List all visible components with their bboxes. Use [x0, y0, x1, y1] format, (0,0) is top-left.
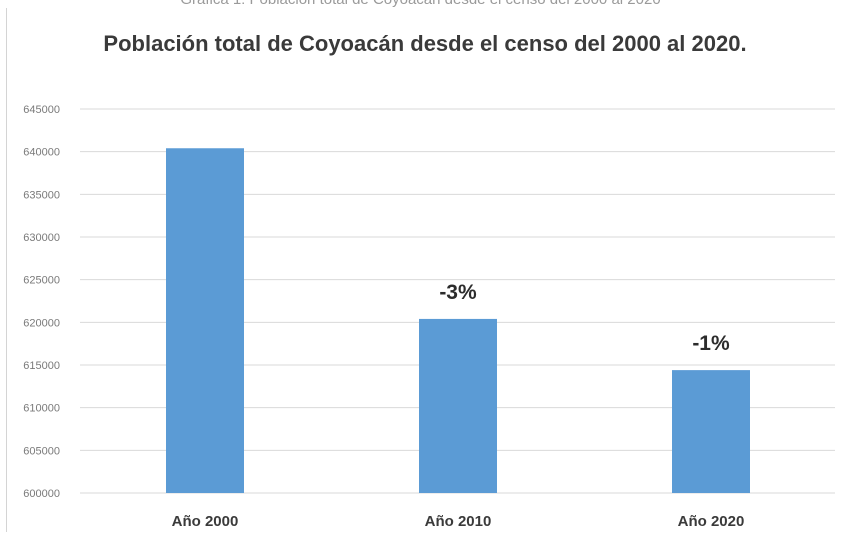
x-axis-category-labels: Año 2000 Año 2010 Año 2020 [172, 513, 745, 530]
bar [166, 148, 244, 493]
bar [419, 318, 497, 493]
change-percent-label: -1% [692, 332, 730, 355]
x-category-label: Año 2010 [425, 513, 492, 530]
y-tick-label: 600000 [23, 488, 60, 500]
y-tick-label: 640000 [23, 147, 60, 159]
data-annotations: -3% -1% [439, 281, 730, 355]
figure-caption: Gráfica 1: Población total de Coyoacán d… [0, 0, 841, 8]
change-percent-label: -3% [439, 281, 477, 304]
x-category-label: Año 2020 [678, 513, 745, 530]
bar [672, 370, 750, 493]
y-axis-tick-labels: 600000 605000 610000 615000 620000 625000 6300… [23, 104, 60, 500]
y-tick-label: 605000 [23, 445, 60, 457]
chart-title: Población total de Coyoacán desde el cen… [103, 31, 747, 56]
y-tick-label: 610000 [23, 403, 60, 415]
y-tick-label: 620000 [23, 317, 60, 329]
y-tick-label: 625000 [23, 275, 60, 287]
bars [166, 148, 750, 493]
y-tick-label: 635000 [23, 189, 60, 201]
x-category-label: Año 2000 [172, 513, 239, 530]
y-tick-label: 615000 [23, 360, 60, 372]
y-tick-label: 630000 [23, 232, 60, 244]
chart-frame [6, 8, 836, 532]
y-tick-label: 645000 [23, 104, 60, 116]
